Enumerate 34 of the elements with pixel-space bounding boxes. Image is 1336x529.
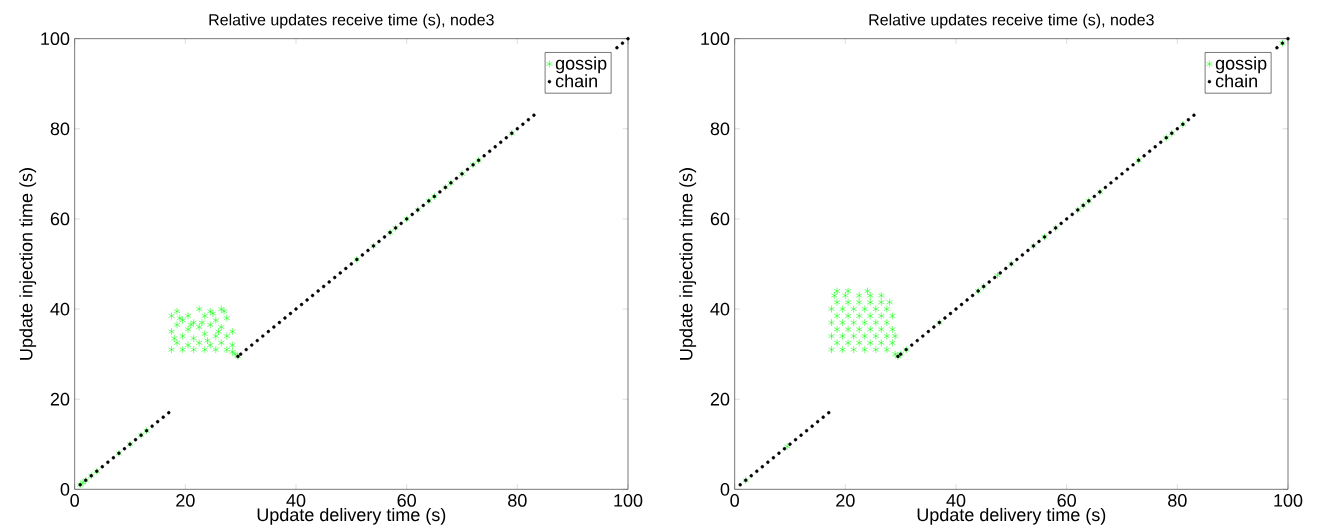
x-tick-label: 100 (1274, 493, 1303, 507)
y-tick-label: 100 (701, 32, 730, 45)
legend-label: gossip (1215, 56, 1267, 74)
legend-label: chain (555, 74, 597, 88)
y-tick-label: 0 (720, 482, 730, 496)
y-tick-label: 20 (50, 392, 70, 406)
y-tick-label: 60 (710, 212, 730, 226)
chart-title: Relative updates receive time (s), node3 (869, 13, 1154, 29)
legend-label: gossip (555, 56, 607, 74)
x-tick-label: 0 (730, 493, 739, 507)
x-tick-label: 40 (946, 493, 966, 507)
x-tick-label: 20 (176, 493, 195, 507)
y-tick-label: 60 (50, 212, 70, 226)
x-tick-label: 60 (1057, 493, 1076, 507)
y-tick-label: 100 (41, 32, 70, 45)
y-tick-label: 0 (60, 482, 70, 496)
chart-title: Relative updates receive time (s), node3 (209, 13, 494, 29)
x-axis-title: Update delivery time (s) (257, 507, 446, 525)
x-axis-title: Update delivery time (s) (917, 507, 1106, 525)
y-tick-label: 80 (710, 122, 730, 136)
x-tick-label: 60 (397, 493, 416, 507)
y-tick-label: 40 (710, 302, 730, 316)
x-tick-label: 20 (836, 493, 855, 507)
y-tick-label: 80 (50, 122, 70, 136)
x-tick-label: 0 (70, 493, 79, 507)
legend-label: chain (1215, 74, 1257, 88)
x-tick-label: 80 (1168, 493, 1187, 507)
x-tick-label: 100 (614, 493, 643, 507)
x-tick-label: 40 (286, 493, 306, 507)
y-tick-label: 20 (710, 392, 730, 406)
y-axis-title: Update injection time (s) (19, 168, 37, 360)
x-tick-label: 80 (508, 493, 527, 507)
y-tick-label: 40 (50, 302, 70, 316)
y-axis-title: Update injection time (s) (679, 168, 697, 360)
